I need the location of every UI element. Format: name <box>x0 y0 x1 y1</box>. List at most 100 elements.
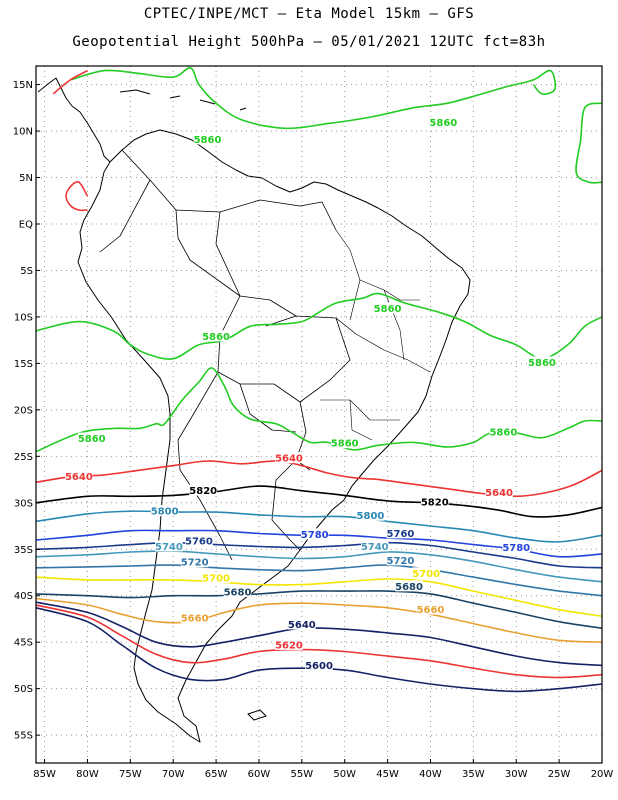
contour-label-bg <box>155 540 183 552</box>
contour-label: 5640 <box>288 620 316 631</box>
contour-line-5600 <box>36 607 602 693</box>
contour-label: 5820 <box>189 486 217 497</box>
contour-label: 5640 <box>275 454 303 465</box>
contour-line-5840 <box>52 69 88 95</box>
contour-label: 5860 <box>194 135 222 146</box>
contour-label-bg <box>330 437 359 449</box>
contour-label: 5720 <box>387 556 415 567</box>
contour-line-5860 <box>36 292 602 360</box>
height-contours <box>36 67 602 693</box>
lat-tick-label: 10S <box>14 312 33 323</box>
lat-tick-label: 40S <box>14 591 33 602</box>
lon-tick-label: 45W <box>376 769 399 780</box>
falklands <box>247 709 267 721</box>
contour-label: 5740 <box>155 542 183 553</box>
contour-label-bg <box>386 527 415 539</box>
contour-label: 5660 <box>417 605 445 616</box>
contour-label-bg <box>223 585 252 597</box>
contour-label: 5700 <box>412 569 440 580</box>
contour-line-5700 <box>36 576 602 617</box>
contour-label-bg <box>180 556 209 568</box>
contour-label-bg <box>275 638 303 650</box>
contour-label: 5800 <box>151 507 179 518</box>
lon-tick-label: 25W <box>548 769 571 780</box>
contour-label-bg <box>373 302 402 314</box>
lat-tick-label: 30S <box>14 498 33 509</box>
contour-label-bg <box>356 509 385 521</box>
contour-label: 5600 <box>305 661 333 672</box>
central-america-coast <box>37 77 111 163</box>
contour-label-bg <box>189 484 218 496</box>
contour-label-bg <box>416 603 445 615</box>
contour-label-bg <box>360 540 389 552</box>
longitude-axis: 85W 80W 75W 70W 65W 60W 55W 50W 45W 40W 35W 30W 25W 2… <box>33 759 613 780</box>
contour-line-5840 <box>65 181 89 212</box>
contour-label: 5820 <box>421 497 449 508</box>
contour-line-5860 <box>575 102 602 184</box>
lon-tick-label: 30W <box>505 769 528 780</box>
contour-label: 5860 <box>429 118 457 129</box>
lon-tick-label: 35W <box>462 769 485 780</box>
contour-line-5820 <box>36 485 602 518</box>
contour-line-5760 <box>36 541 602 569</box>
contour-label: 5860 <box>78 434 106 445</box>
lat-tick-label: 15S <box>14 359 33 370</box>
lat-tick-label: 10N <box>13 127 33 138</box>
contour-label: 5760 <box>185 536 213 547</box>
lat-tick-label: 50S <box>14 684 33 695</box>
lon-tick-label: 20W <box>591 769 614 780</box>
brazil-states <box>320 229 431 441</box>
lat-tick-label: 55S <box>14 731 33 742</box>
contour-label-bg <box>300 528 329 540</box>
contour-line-5680 <box>36 590 602 629</box>
lon-tick-label: 75W <box>119 769 142 780</box>
contour-label: 5780 <box>301 530 329 541</box>
country-borders <box>99 149 357 561</box>
lat-tick-label: 45S <box>14 638 33 649</box>
contour-label-bg <box>77 432 106 444</box>
lat-tick-label: 25S <box>14 452 33 463</box>
grid-lines <box>36 66 603 763</box>
latitude-axis: 15N 10N 5N EQ 5S 10S 15S 20S 25S 30S 35S 40S 45S 50S 5… <box>13 80 40 742</box>
contour-label: 5860 <box>489 428 517 439</box>
contour-label: 5860 <box>528 358 556 369</box>
contour-label: 5660 <box>181 613 209 624</box>
contour-label: 5760 <box>387 529 415 540</box>
contour-label-bg <box>185 534 213 546</box>
lat-tick-label: EQ <box>19 219 33 230</box>
contour-label-bg <box>180 611 209 623</box>
contour-label-bg <box>528 356 556 368</box>
contour-label-bg <box>395 580 423 592</box>
contour-label-bg <box>412 567 440 579</box>
contour-label: 5720 <box>181 558 209 569</box>
map-title: CPTEC/INPE/MCT – Eta Model 15km – GFS <box>143 6 475 22</box>
map-subtitle: Geopotential Height 500hPa – 05/01/2021 … <box>72 34 546 50</box>
contour-label-bg <box>386 554 415 566</box>
contour-line-5720 <box>36 564 602 597</box>
contour-label-bg <box>288 618 316 630</box>
contour-label-bg <box>202 571 230 583</box>
lat-tick-label: 35S <box>14 545 33 556</box>
contour-label: 5680 <box>224 587 252 598</box>
lon-tick-label: 50W <box>333 769 356 780</box>
contour-label-bg <box>65 470 93 482</box>
lon-tick-label: 80W <box>76 769 99 780</box>
lon-tick-label: 55W <box>291 769 314 780</box>
lat-tick-label: 5N <box>19 173 33 184</box>
contour-label: 5780 <box>502 543 530 554</box>
lon-tick-label: 60W <box>248 769 271 780</box>
contour-line-5800 <box>36 510 602 543</box>
contour-line-5740 <box>36 550 602 583</box>
caribbean-islands <box>119 89 247 111</box>
lat-tick-label: 15N <box>13 80 33 91</box>
contour-line-5660 <box>36 597 602 643</box>
contour-label: 5740 <box>361 542 389 553</box>
contour-label: 5700 <box>202 573 230 584</box>
contour-label: 5860 <box>374 304 402 315</box>
contour-label-bg <box>150 505 179 517</box>
lon-tick-label: 40W <box>419 769 442 780</box>
map-frame <box>35 65 603 764</box>
contour-label-bg <box>202 330 230 342</box>
lat-tick-label: 5S <box>20 266 33 277</box>
